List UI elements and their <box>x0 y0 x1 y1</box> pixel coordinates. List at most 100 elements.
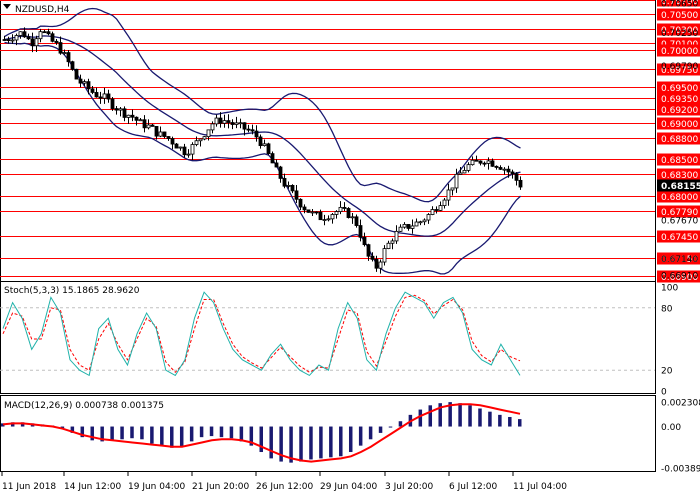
stoch-scale-label: 20 <box>661 367 673 377</box>
macd-bar <box>199 426 204 438</box>
candle-body <box>294 190 299 200</box>
time-label: 19 Jun 04:00 <box>128 482 185 492</box>
candle-body <box>478 160 483 164</box>
candle-body <box>450 187 455 191</box>
candle-body <box>6 39 11 42</box>
scale-label: 0.67670 <box>661 216 698 226</box>
candle-body <box>106 93 111 100</box>
level-label: 0.67150 <box>661 255 698 265</box>
candle-body <box>466 164 471 171</box>
stoch-scale-label: 0 <box>661 388 667 398</box>
candle-body <box>206 129 211 138</box>
candle-body <box>22 31 27 38</box>
candle-body <box>458 172 463 175</box>
candle-body <box>170 138 175 145</box>
macd-scale-label: 0.002308 <box>661 399 700 409</box>
candle-body <box>50 33 55 42</box>
candle-body <box>422 219 427 223</box>
candle-body <box>242 122 247 130</box>
symbol-title: NZDUSD,H4 <box>15 5 70 15</box>
candle-body <box>326 218 331 221</box>
time-label: 6 Jul 12:00 <box>449 482 498 492</box>
candle-body <box>198 138 203 142</box>
candle-body <box>182 146 187 156</box>
level-label-box <box>657 23 700 36</box>
candle-body <box>178 146 183 149</box>
candle-body <box>374 258 379 269</box>
candle-body <box>62 52 67 54</box>
level-label: 0.68000 <box>661 193 698 203</box>
candle-body <box>278 166 283 179</box>
candle-body <box>358 225 363 238</box>
candle-body <box>290 184 295 192</box>
candle-body <box>494 165 499 168</box>
time-axis: 11 Jun 2018 14 Jun 12:00 19 Jun 04:00 21 Ju… <box>1 472 567 492</box>
candle-body <box>70 61 75 70</box>
macd-bar <box>140 426 144 440</box>
macd-bar <box>508 416 512 427</box>
level-label: 0.70000 <box>661 47 698 57</box>
candle-body <box>58 42 63 54</box>
candle-body <box>322 219 327 221</box>
candle-body <box>186 153 191 156</box>
candle-body <box>378 261 383 269</box>
candle-body <box>486 160 491 164</box>
level-label: 0.68300 <box>661 171 698 181</box>
bollinger-middle <box>4 35 521 237</box>
candle-body <box>434 209 439 211</box>
macd-bar <box>309 426 313 460</box>
macd-bar <box>428 405 433 427</box>
candle-body <box>398 226 403 232</box>
macd-bar <box>329 426 333 458</box>
macd-bar <box>239 426 244 442</box>
macd-bar <box>209 426 214 437</box>
candle-body <box>502 168 507 171</box>
candlesticks <box>2 27 523 274</box>
level-label-box <box>657 92 700 105</box>
candle-body <box>74 68 79 80</box>
candle-body <box>366 244 371 257</box>
macd-scale-label: -0.003895 <box>661 464 700 474</box>
symbol-dropdown-icon[interactable] <box>3 4 11 9</box>
candle-body <box>14 35 19 41</box>
candle-body <box>298 198 303 208</box>
macd-bar <box>319 426 323 459</box>
level-label-box <box>657 190 700 203</box>
candle-body <box>454 173 459 189</box>
candle-body <box>46 31 51 35</box>
macd-bar <box>299 426 303 462</box>
candle-body <box>438 205 443 211</box>
stoch-label: Stoch(5,3,3) 15.1865 28.9620 <box>4 286 140 296</box>
stoch-scale-label: 100 <box>661 284 678 294</box>
candle-body <box>286 184 291 187</box>
time-label: 3 Jul 20:00 <box>385 482 434 492</box>
candle-body <box>382 248 387 263</box>
level-label: 0.70500 <box>661 11 698 21</box>
price-panel-frame <box>0 0 656 299</box>
scale-label: 0.70250 <box>661 29 698 39</box>
macd-label: MACD(12,26,9) 0.000738 0.001375 <box>4 401 164 411</box>
candle-body <box>158 131 163 137</box>
candle-body <box>54 40 59 43</box>
level-label: 0.67450 <box>661 233 698 243</box>
candle-body <box>154 125 159 137</box>
macd-bar <box>259 426 263 453</box>
level-label-box <box>657 132 700 145</box>
macd-scale-label: 0.00 <box>661 423 681 433</box>
macd-bar <box>358 426 363 446</box>
macd-bar <box>150 426 154 444</box>
macd-bar <box>269 426 273 459</box>
candle-body <box>250 129 255 132</box>
candle-body <box>318 211 323 221</box>
candle-body <box>446 189 451 201</box>
candle-body <box>194 140 199 145</box>
candle-body <box>270 153 275 164</box>
candle-body <box>414 221 419 227</box>
candle-body <box>370 255 375 260</box>
stoch-scale-label: 80 <box>661 304 673 314</box>
candle-body <box>410 225 415 229</box>
level-label: 0.67790 <box>661 208 698 218</box>
candle-body <box>482 162 487 165</box>
